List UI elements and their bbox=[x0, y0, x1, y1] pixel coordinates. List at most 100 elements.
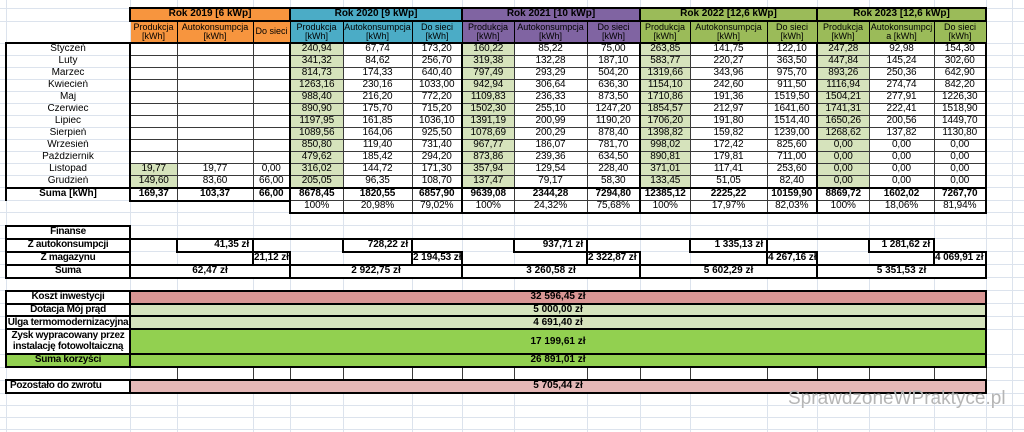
column-header-cell[interactable]: Autokonsumpcja [kWh] bbox=[868, 20, 935, 44]
data-cell[interactable] bbox=[129, 114, 178, 128]
data-cell[interactable]: 1190,20 bbox=[586, 114, 641, 128]
data-cell[interactable]: 1706,20 bbox=[639, 114, 691, 128]
data-cell[interactable] bbox=[129, 90, 178, 104]
data-cell[interactable]: 0,00 bbox=[933, 138, 987, 152]
data-cell[interactable]: 1247,20 bbox=[586, 102, 641, 116]
suma-value-cell[interactable]: 2344,28 bbox=[513, 186, 588, 202]
data-cell[interactable] bbox=[176, 42, 254, 56]
column-header-cell[interactable]: Autokonsumpcja [kWh] bbox=[689, 20, 768, 44]
data-cell[interactable] bbox=[252, 150, 291, 164]
data-cell[interactable]: 277,91 bbox=[868, 90, 935, 104]
summary-value-cell[interactable]: 32 596,45 zł bbox=[129, 289, 987, 305]
data-cell[interactable]: 341,32 bbox=[289, 54, 344, 68]
data-cell[interactable]: 0,00 bbox=[252, 162, 291, 176]
data-cell[interactable]: 187,10 bbox=[586, 54, 641, 68]
data-cell[interactable]: 220,27 bbox=[689, 54, 768, 68]
data-cell[interactable]: 343,96 bbox=[689, 66, 768, 80]
data-cell[interactable]: 119,40 bbox=[342, 138, 413, 152]
data-cell[interactable]: 230,16 bbox=[342, 78, 413, 92]
data-cell[interactable]: 256,70 bbox=[411, 54, 463, 68]
data-cell[interactable]: 850,80 bbox=[289, 138, 344, 152]
data-cell[interactable]: 171,30 bbox=[411, 162, 463, 176]
summary-value-cell[interactable]: 26 891,01 zł bbox=[129, 353, 987, 369]
percent-value-cell[interactable]: 17,97% bbox=[689, 200, 768, 214]
finance-value-cell[interactable]: 2 194,53 zł bbox=[411, 250, 463, 266]
data-cell[interactable]: 132,28 bbox=[513, 54, 588, 68]
data-cell[interactable] bbox=[252, 114, 291, 128]
finance-sum-cell[interactable]: 3 260,58 zł bbox=[461, 263, 641, 279]
data-cell[interactable]: 1268,62 bbox=[816, 126, 870, 140]
percent-value-cell[interactable]: 20,98% bbox=[342, 200, 413, 214]
data-cell[interactable]: 890,81 bbox=[639, 150, 691, 164]
data-cell[interactable]: 772,20 bbox=[411, 90, 463, 104]
data-cell[interactable]: 250,36 bbox=[868, 66, 935, 80]
data-cell[interactable]: 842,20 bbox=[933, 78, 987, 92]
data-cell[interactable]: 0,00 bbox=[816, 138, 870, 152]
data-cell[interactable]: 293,29 bbox=[513, 66, 588, 80]
data-cell[interactable]: 988,40 bbox=[289, 90, 344, 104]
data-cell[interactable]: 911,50 bbox=[766, 78, 818, 92]
data-cell[interactable]: 893,26 bbox=[816, 66, 870, 80]
data-cell[interactable]: 0,00 bbox=[868, 162, 935, 176]
finance-sum-cell[interactable]: 5 351,53 zł bbox=[816, 263, 987, 279]
data-cell[interactable]: 1398,82 bbox=[639, 126, 691, 140]
data-cell[interactable]: 274,74 bbox=[868, 78, 935, 92]
column-header-cell[interactable]: Produkcja [kWh] bbox=[639, 20, 691, 44]
data-cell[interactable] bbox=[176, 138, 254, 152]
data-cell[interactable] bbox=[176, 78, 254, 92]
data-cell[interactable]: 371,01 bbox=[639, 162, 691, 176]
data-cell[interactable]: 1854,57 bbox=[639, 102, 691, 116]
data-cell[interactable] bbox=[129, 126, 178, 140]
data-cell[interactable]: 96,35 bbox=[342, 174, 413, 189]
finance-sum-cell[interactable]: 62,47 zł bbox=[129, 263, 291, 279]
data-cell[interactable]: 216,20 bbox=[342, 90, 413, 104]
data-cell[interactable]: 175,70 bbox=[342, 102, 413, 116]
data-cell[interactable] bbox=[129, 78, 178, 92]
data-cell[interactable]: 878,40 bbox=[586, 126, 641, 140]
column-header-cell[interactable]: Do sieci [kWh] bbox=[933, 20, 987, 44]
data-cell[interactable] bbox=[176, 150, 254, 164]
data-cell[interactable]: 825,60 bbox=[766, 138, 818, 152]
month-label-cell[interactable]: Październik bbox=[5, 151, 131, 164]
data-cell[interactable]: 19,77 bbox=[129, 162, 178, 176]
data-cell[interactable]: 0,00 bbox=[868, 138, 935, 152]
data-cell[interactable]: 200,56 bbox=[868, 114, 935, 128]
data-cell[interactable]: 890,90 bbox=[289, 102, 344, 116]
data-cell[interactable]: 1130,80 bbox=[933, 126, 987, 140]
data-cell[interactable]: 161,85 bbox=[342, 114, 413, 128]
summary-label-cell[interactable]: Ulga termomodernizacyjna bbox=[5, 315, 131, 331]
percent-value-cell[interactable]: 24,32% bbox=[513, 200, 588, 214]
percent-value-cell[interactable]: 79,02% bbox=[411, 200, 463, 214]
data-cell[interactable] bbox=[252, 102, 291, 116]
suma-value-cell[interactable]: 12385,12 bbox=[639, 186, 691, 202]
data-cell[interactable]: 0,00 bbox=[868, 150, 935, 164]
data-cell[interactable]: 236,33 bbox=[513, 90, 588, 104]
data-cell[interactable] bbox=[129, 102, 178, 116]
data-cell[interactable]: 200,99 bbox=[513, 114, 588, 128]
data-cell[interactable]: 873,86 bbox=[461, 150, 515, 164]
suma-value-cell[interactable]: 66,00 bbox=[252, 186, 291, 202]
data-cell[interactable]: 19,77 bbox=[176, 162, 254, 176]
finance-title-cell[interactable]: Finanse bbox=[5, 224, 131, 240]
data-cell[interactable]: 174,33 bbox=[342, 66, 413, 80]
data-cell[interactable]: 191,36 bbox=[689, 90, 768, 104]
percent-value-cell[interactable]: 82,03% bbox=[766, 200, 818, 214]
data-cell[interactable]: 1319,66 bbox=[639, 66, 691, 80]
suma-label-cell[interactable]: Suma [kWh] bbox=[5, 186, 131, 202]
finance-value-cell[interactable]: 937,71 zł bbox=[513, 237, 588, 253]
suma-value-cell[interactable]: 1820,55 bbox=[342, 186, 413, 202]
summary-label-cell[interactable]: Suma korzyści bbox=[5, 353, 131, 369]
suma-value-cell[interactable]: 6857,90 bbox=[411, 186, 463, 202]
data-cell[interactable]: 1504,21 bbox=[816, 90, 870, 104]
column-header-cell[interactable]: Do sieci [kWh] bbox=[411, 20, 463, 44]
data-cell[interactable]: 82,40 bbox=[766, 174, 818, 189]
finance-value-cell[interactable]: 4 069,91 zł bbox=[933, 250, 987, 266]
data-cell[interactable]: 1226,30 bbox=[933, 90, 987, 104]
data-cell[interactable]: 75,00 bbox=[586, 42, 641, 56]
summary-label-cell[interactable]: Koszt inwestycji bbox=[5, 289, 131, 305]
data-cell[interactable]: 186,07 bbox=[513, 138, 588, 152]
suma-value-cell[interactable]: 8678,45 bbox=[289, 186, 344, 202]
data-cell[interactable]: 319,38 bbox=[461, 54, 515, 68]
data-cell[interactable] bbox=[176, 102, 254, 116]
month-label-cell[interactable]: Kwiecień bbox=[5, 79, 131, 92]
